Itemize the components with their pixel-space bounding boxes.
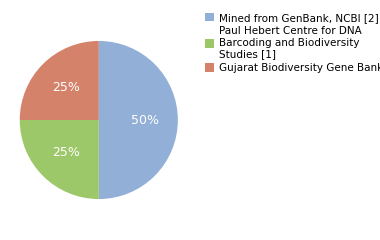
- Text: 25%: 25%: [52, 81, 80, 94]
- Legend: Mined from GenBank, NCBI [2], Paul Hebert Centre for DNA
Barcoding and Biodivers: Mined from GenBank, NCBI [2], Paul Heber…: [203, 11, 380, 75]
- Wedge shape: [20, 120, 99, 199]
- Text: 25%: 25%: [52, 146, 80, 159]
- Wedge shape: [20, 41, 99, 120]
- Text: 50%: 50%: [131, 114, 158, 126]
- Wedge shape: [99, 41, 178, 199]
